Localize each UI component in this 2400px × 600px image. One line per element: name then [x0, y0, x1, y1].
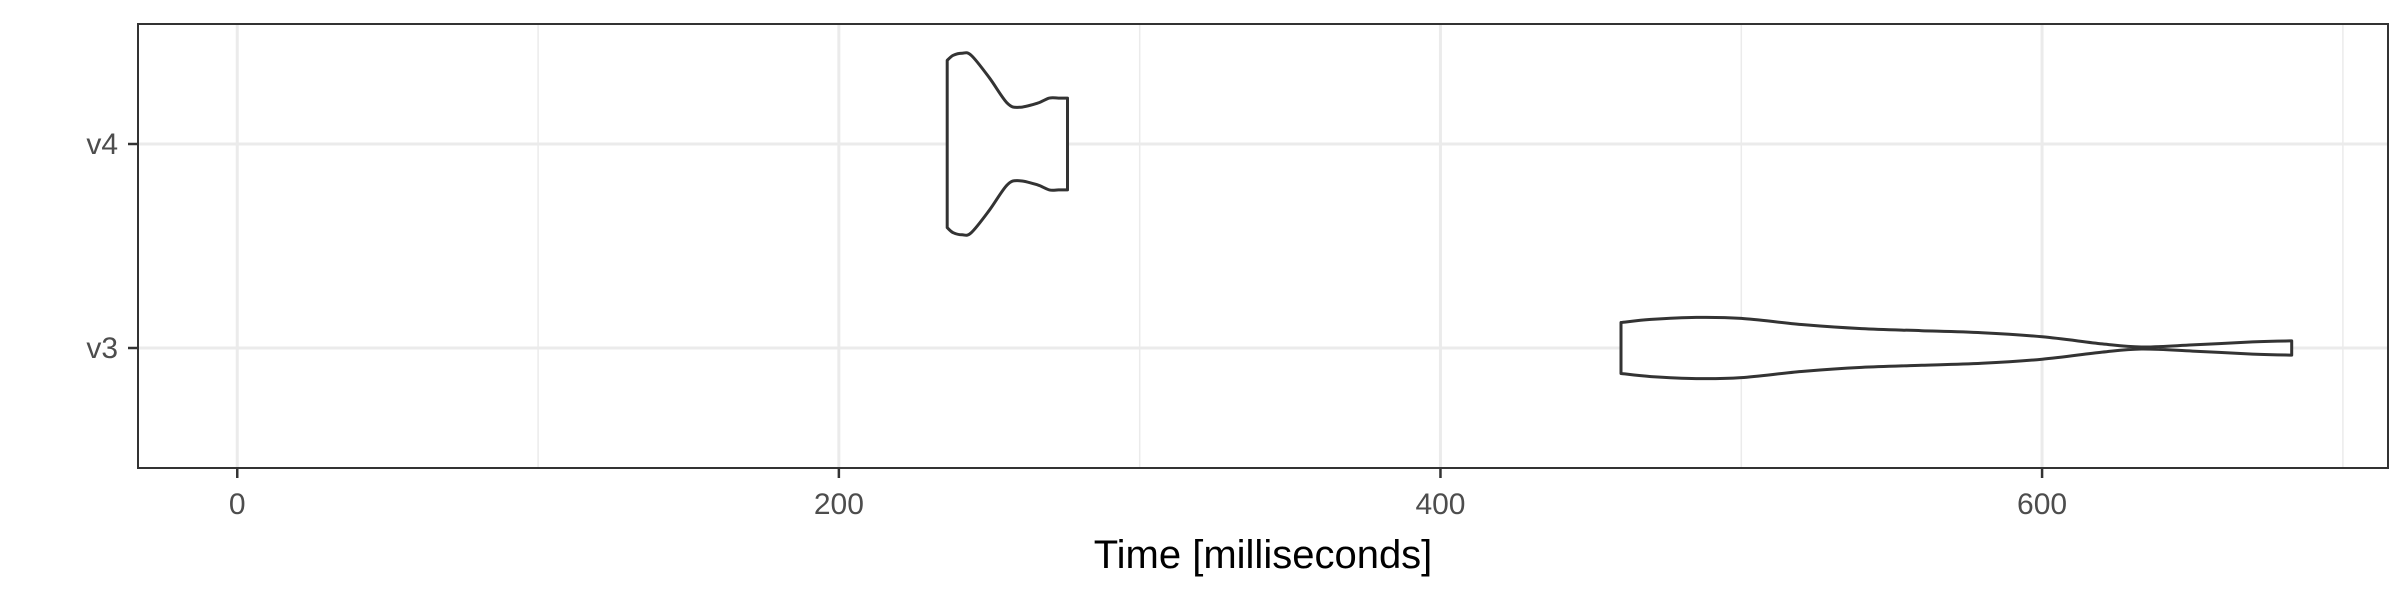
x-tick-label: 400 [1415, 488, 1465, 521]
axis-layer: 0 200 400 600 v3 v4 [86, 128, 2067, 521]
x-tick-label: 0 [229, 488, 246, 521]
y-tick-label: v3 [86, 332, 118, 365]
grid-layer [138, 24, 2388, 468]
x-axis-title: Time [milliseconds] [1094, 533, 1433, 577]
x-tick-label: 200 [814, 488, 864, 521]
panel-border [137, 23, 2389, 469]
violin-layer [945, 51, 2294, 381]
violin-v3 [1619, 315, 2294, 381]
x-tick-label: 600 [2017, 488, 2067, 521]
violin-v4 [945, 51, 1069, 237]
y-tick-label: v4 [86, 128, 118, 161]
